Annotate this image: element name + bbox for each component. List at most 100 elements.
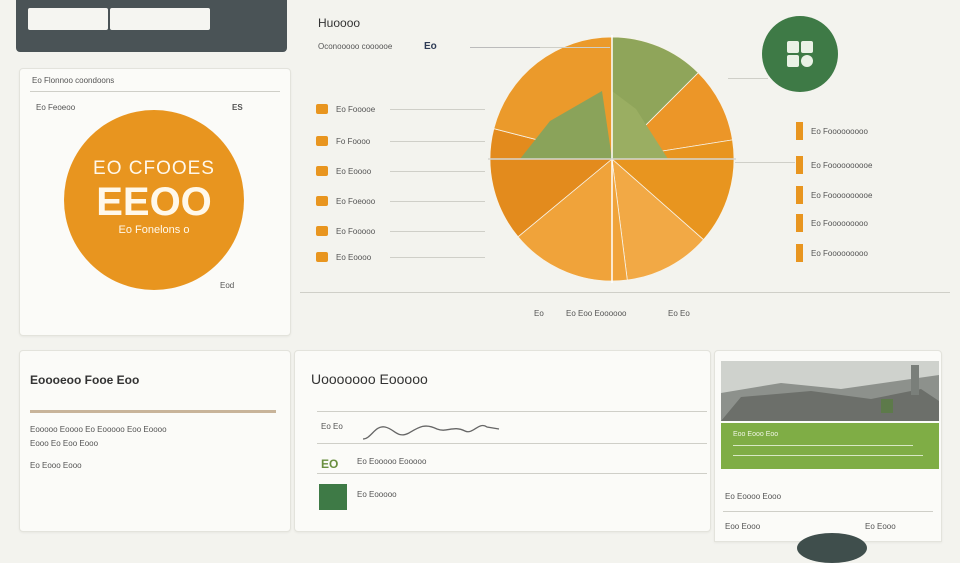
hub-glyph-icon xyxy=(787,41,813,67)
bottom-mid-row2-text: Eo Eooooo Eooooo xyxy=(357,457,427,466)
bottom-mid-rule-1 xyxy=(317,411,707,412)
left-legend-connector xyxy=(390,141,485,142)
left-legend-swatch xyxy=(316,252,328,262)
right-legend-label: Eo Foooooooooe xyxy=(811,190,873,200)
photo-image xyxy=(721,361,939,421)
left-legend-label: Eo Fooooe xyxy=(336,104,376,114)
left-legend-label: Fo Foooo xyxy=(336,136,371,146)
left-legend-swatch xyxy=(316,196,328,206)
kpi-right-label: ES xyxy=(232,103,243,112)
left-legend-connector xyxy=(390,109,485,110)
bottom-mid-rule-3 xyxy=(317,473,707,474)
left-legend-item[interactable]: Eo Fooooe xyxy=(316,104,375,114)
chart-footer-divider xyxy=(300,292,950,293)
left-legend-swatch xyxy=(316,136,328,146)
right-legend-label: Eo Fooooooooo xyxy=(811,126,868,136)
left-legend-label: Eo Fooooo xyxy=(336,226,376,236)
right-legend-item[interactable]: Eo Foooooooooe xyxy=(796,156,872,174)
bottom-right-dark-shape xyxy=(797,533,867,563)
right-legend-swatch xyxy=(796,122,803,140)
left-legend-item[interactable]: Eo Eoooo xyxy=(316,252,371,262)
green-bar-text: Eoo Eooo Eoo xyxy=(733,431,779,438)
bottom-mid-rule-2 xyxy=(317,443,707,444)
kpi-circle-bottom: Eo Fonelons o xyxy=(118,224,190,236)
left-legend-swatch xyxy=(316,104,328,114)
left-legend-connector xyxy=(390,257,485,258)
chart-footer-2: Eo Eoo Eoooooo xyxy=(566,309,627,318)
kpi-header-divider xyxy=(30,91,280,92)
right-legend-swatch xyxy=(796,186,803,204)
right-legend-label: Eo Foooooooooe xyxy=(811,160,873,170)
connector-right xyxy=(728,78,768,79)
bottom-mid-row3-text: Eo Eooooo xyxy=(357,490,397,499)
pie-chart[interactable] xyxy=(488,35,738,285)
bottom-right-card: Eoo Eooo Eoo Eo Eoooo Eooo Eoo Eooo Eo E… xyxy=(714,350,942,563)
left-legend-swatch xyxy=(316,166,328,176)
right-legend-item[interactable]: Eo Fooooooooo xyxy=(796,244,868,262)
photo xyxy=(721,361,939,421)
hub-icon[interactable] xyxy=(762,16,838,92)
top-field-2[interactable] xyxy=(110,8,210,30)
connector-right-2 xyxy=(735,162,795,163)
green-bar: Eoo Eooo Eoo xyxy=(721,423,939,469)
top-bar xyxy=(16,0,287,52)
bottom-right-footer-left: Eoo Eooo xyxy=(725,522,761,531)
bottom-mid-title: Uooooooo Eooooo xyxy=(311,371,428,387)
right-legend-item[interactable]: Eo Foooooooooe xyxy=(796,186,872,204)
bottom-left-card: Eoooeoo Fooe Eoo Eooooo Eoooo Eo Eooooo … xyxy=(19,350,291,532)
top-field-1[interactable] xyxy=(28,8,108,30)
left-legend-label: Eo Eoooo xyxy=(336,252,372,262)
bottom-mid-square[interactable] xyxy=(319,484,347,510)
left-legend-item[interactable]: Eo Fooooo xyxy=(316,226,375,236)
kpi-footer: Eod xyxy=(220,281,235,290)
bottom-left-title: Eoooeoo Fooe Eoo xyxy=(30,373,140,387)
right-legend-swatch xyxy=(796,244,803,262)
left-legend-label: Eo Foeooo xyxy=(336,196,376,206)
green-bar-line-1 xyxy=(733,445,913,446)
kpi-circle[interactable]: EO CFOOES EEOO Eo Fonelons o xyxy=(64,110,244,290)
kpi-header: Eo Flonnoo coondoons xyxy=(32,76,115,85)
pie-slice-c[interactable] xyxy=(611,139,735,241)
right-legend-label: Eo Fooooooooo xyxy=(811,218,868,228)
chart-footer-1: Eo xyxy=(534,309,544,318)
bottom-left-line-3: Eo Eooo Eooo xyxy=(30,461,82,470)
kpi-circle-top: EO CFOOES xyxy=(93,158,215,179)
pie-slice-e[interactable] xyxy=(517,158,628,282)
chart-title-line xyxy=(470,47,540,48)
bottom-right-caption: Eo Eoooo Eooo xyxy=(725,492,782,501)
right-legend-swatch xyxy=(796,156,803,174)
right-legend-label: Eo Fooooooooo xyxy=(811,248,868,258)
bottom-right-rule xyxy=(723,511,933,512)
sparkline xyxy=(362,424,500,440)
bottom-left-line-1: Eooooo Eoooo Eo Eooooo Eoo Eoooo xyxy=(30,425,167,434)
connector-top xyxy=(540,47,610,48)
chart-title: Huoooo xyxy=(318,16,361,30)
chart-tag: Eo xyxy=(424,41,437,52)
right-legend-item[interactable]: Eo Fooooooooo xyxy=(796,214,868,232)
kpi-sublabel: Eo Feoeoo xyxy=(36,103,76,112)
chart-footer-3: Eo Eo xyxy=(668,309,690,318)
right-legend-item[interactable]: Eo Fooooooooo xyxy=(796,122,868,140)
left-legend-item[interactable]: Eo Foeooo xyxy=(316,196,375,206)
bottom-mid-row2-label: EO xyxy=(321,457,339,471)
green-bar-line-2 xyxy=(733,455,923,456)
bottom-left-line-2: Eooo Eo Eoo Eooo xyxy=(30,439,99,448)
left-legend-connector xyxy=(390,201,485,202)
pie-inner-wedge-2 xyxy=(612,91,668,159)
bottom-right-footer-right: Eo Eooo xyxy=(865,522,896,531)
left-legend-label: Eo Eoooo xyxy=(336,166,372,176)
bottom-mid-row1: Eo Eo xyxy=(321,422,343,431)
left-legend-connector xyxy=(390,231,485,232)
chart-subtitle: Oconooooo coooooe xyxy=(318,42,393,51)
right-legend-swatch xyxy=(796,214,803,232)
kpi-circle-value: EEOO xyxy=(96,180,212,224)
kpi-card: Eo Flonnoo coondoons Eo Feoeoo ES EO CFO… xyxy=(19,68,291,336)
left-legend-item[interactable]: Eo Eoooo xyxy=(316,166,371,176)
bottom-mid-card: Uooooooo Eooooo Eo Eo EO Eo Eooooo Eoooo… xyxy=(294,350,711,532)
pie-slice-d[interactable] xyxy=(611,157,705,281)
pie-inner-wedge xyxy=(520,91,612,159)
left-legend-swatch xyxy=(316,226,328,236)
left-legend-item[interactable]: Fo Foooo xyxy=(316,136,370,146)
left-legend-connector xyxy=(390,171,485,172)
bottom-left-rule xyxy=(30,410,276,413)
